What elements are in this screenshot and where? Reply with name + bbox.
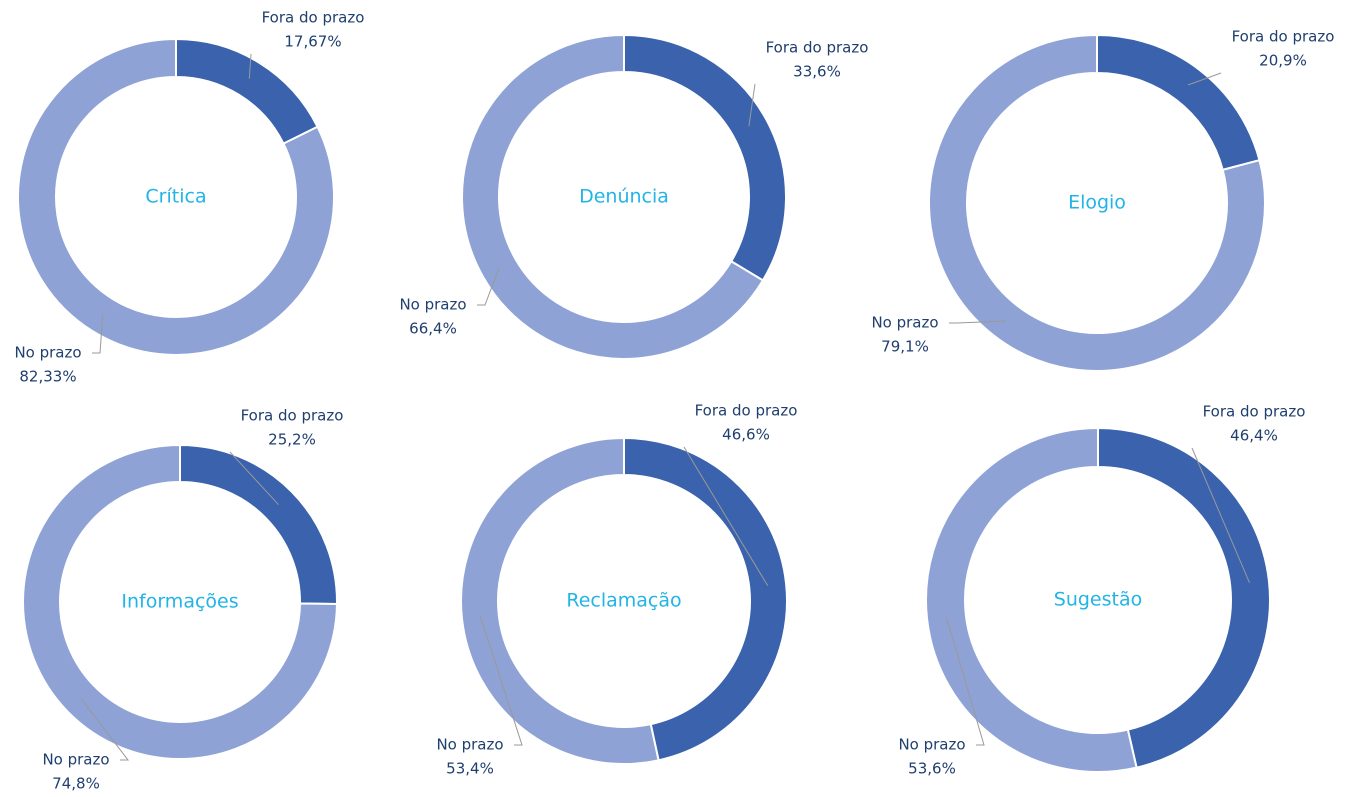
slice-category: No prazo: [436, 736, 503, 754]
slice-category: Fora do prazo: [695, 402, 798, 420]
leader-line: [92, 315, 104, 354]
slice-value: 79,1%: [881, 338, 929, 356]
donut-slice: [623, 436, 788, 762]
donut-slice: [925, 426, 1138, 773]
leader-line: [248, 53, 252, 79]
donut-slice: [460, 436, 660, 765]
slice-value: 17,67%: [284, 33, 341, 51]
slice-category: Fora do prazo: [766, 39, 869, 57]
leader-line: [949, 320, 1007, 324]
slice-category: Fora do prazo: [241, 407, 344, 425]
donut-slice: [928, 33, 1267, 372]
slice-value: 82,33%: [19, 368, 76, 386]
donut-slice: [623, 33, 787, 282]
slice-category: No prazo: [14, 344, 81, 362]
donut-slice: [179, 443, 338, 605]
donut-slice: [175, 37, 319, 146]
leader-line: [229, 451, 279, 506]
donut-title: Informações: [121, 591, 238, 613]
donut-slice: [17, 37, 335, 356]
slice-category: Fora do prazo: [262, 9, 365, 27]
donut-slice: [1096, 33, 1261, 172]
donut-title: Crítica: [145, 186, 206, 208]
slice-value: 46,6%: [722, 426, 770, 444]
slice-category: No prazo: [399, 296, 466, 314]
leader-line: [479, 616, 523, 746]
slice-value: 25,2%: [268, 431, 316, 449]
slice-value: 33,6%: [793, 63, 841, 81]
donut-slice: [22, 443, 339, 760]
donut-slice: [461, 33, 765, 360]
donut-slice: [1097, 426, 1271, 769]
donut-title: Elogio: [1068, 192, 1126, 214]
leader-line: [945, 617, 985, 746]
donut-title: Reclamação: [566, 590, 681, 612]
donut-title: Denúncia: [579, 186, 669, 208]
slice-category: No prazo: [898, 736, 965, 754]
leader-line: [1191, 447, 1250, 583]
slice-category: Fora do prazo: [1232, 28, 1335, 46]
slice-value: 66,4%: [409, 320, 457, 338]
leader-line: [1187, 72, 1222, 86]
slice-value: 53,6%: [908, 760, 956, 778]
leader-line: [683, 446, 769, 586]
leader-line: [477, 267, 500, 306]
slice-value: 20,9%: [1259, 52, 1307, 70]
slice-category: No prazo: [42, 751, 109, 769]
slice-value: 46,4%: [1230, 427, 1278, 445]
leader-line: [748, 83, 756, 127]
donut-title: Sugestão: [1054, 589, 1142, 611]
leader-line: [81, 699, 130, 761]
slice-value: 53,4%: [446, 760, 494, 778]
slice-category: Fora do prazo: [1203, 403, 1306, 421]
slice-value: 74,8%: [52, 775, 100, 793]
slice-category: No prazo: [871, 314, 938, 332]
